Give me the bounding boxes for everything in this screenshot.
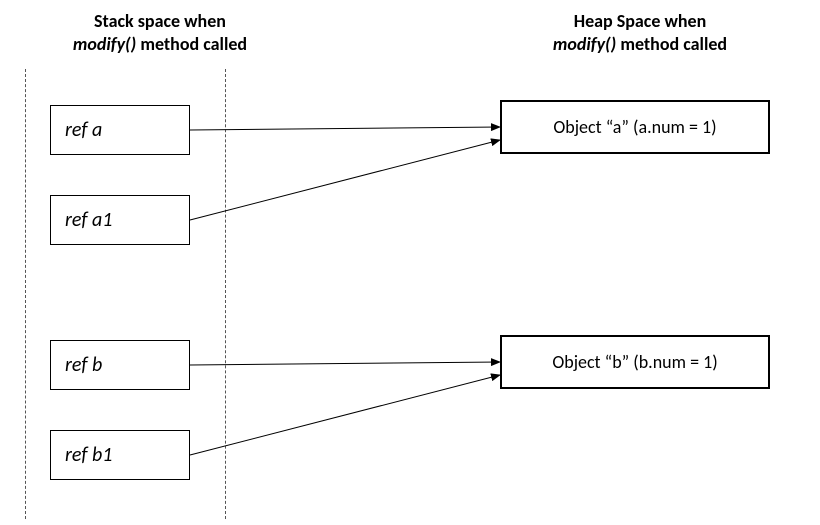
stack-heading-italic: modify()	[73, 33, 136, 55]
ref-a1-label: ref a1	[65, 208, 112, 232]
ref-b1-label: ref b1	[65, 443, 112, 467]
ref-a-label: ref a	[65, 118, 102, 142]
arrow-ref-a-to-obj-a	[190, 127, 500, 130]
arrow-ref-b-to-obj-b	[190, 362, 500, 365]
object-b-label: Object “b” (b.num = 1)	[552, 351, 717, 373]
heap-heading-italic: modify()	[553, 33, 616, 55]
arrow-ref-b1-to-obj-b	[190, 375, 500, 455]
arrow-ref-a1-to-obj-a	[190, 140, 500, 220]
stack-heading: Stack space when modify() method called	[35, 10, 285, 57]
diagram-container: Stack space when modify() method called …	[0, 0, 820, 525]
heap-heading-rest: method called	[616, 33, 727, 55]
heap-heading-line1: Heap Space when	[515, 10, 765, 33]
object-b-box: Object “b” (b.num = 1)	[500, 335, 770, 389]
object-a-label: Object “a” (a.num = 1)	[553, 116, 716, 138]
stack-dashed-guide-right	[225, 69, 226, 519]
stack-heading-rest: method called	[136, 33, 247, 55]
ref-a-box: ref a	[50, 105, 190, 155]
ref-b-label: ref b	[65, 353, 102, 377]
stack-heading-line2: modify() method called	[35, 33, 285, 56]
ref-a1-box: ref a1	[50, 195, 190, 245]
stack-heading-line1: Stack space when	[35, 10, 285, 33]
heap-heading: Heap Space when modify() method called	[515, 10, 765, 57]
stack-dashed-guide-left	[25, 69, 26, 519]
heap-heading-line2: modify() method called	[515, 33, 765, 56]
ref-b-box: ref b	[50, 340, 190, 390]
ref-b1-box: ref b1	[50, 430, 190, 480]
object-a-box: Object “a” (a.num = 1)	[500, 100, 770, 154]
